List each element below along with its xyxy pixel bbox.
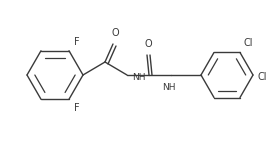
Text: F: F	[74, 103, 80, 113]
Text: Cl: Cl	[257, 72, 267, 82]
Text: Cl: Cl	[244, 38, 254, 48]
Text: NH: NH	[132, 73, 146, 83]
Text: NH: NH	[162, 83, 176, 92]
Text: O: O	[111, 28, 119, 38]
Text: F: F	[74, 37, 80, 47]
Text: O: O	[144, 39, 152, 49]
